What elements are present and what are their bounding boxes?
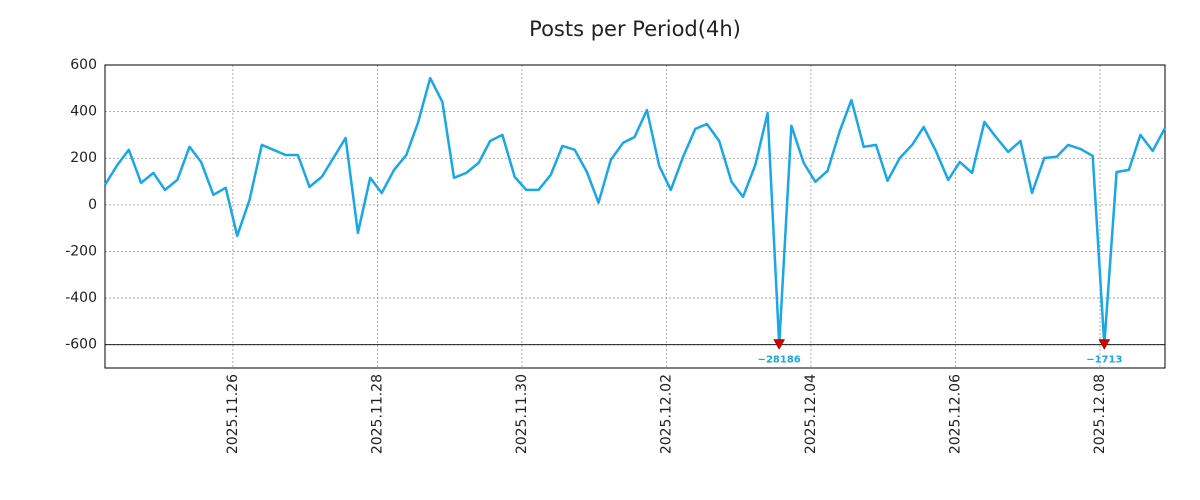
x-tick-label: 2025.11.28 xyxy=(369,374,385,454)
y-tick-label: -200 xyxy=(65,243,97,259)
chart-title: Posts per Period(4h) xyxy=(529,17,741,41)
x-tick-label: 2025.12.08 xyxy=(1092,374,1108,454)
x-tick-label: 2025.12.02 xyxy=(658,374,674,454)
clip-marker xyxy=(1098,339,1111,350)
x-tick-label: 2025.11.26 xyxy=(225,374,241,454)
x-tick-label: 2025.12.04 xyxy=(803,374,819,454)
y-tick-label: 600 xyxy=(70,57,97,73)
plot-frame xyxy=(104,64,1166,369)
y-tick-label: 400 xyxy=(70,104,97,120)
y-tick-label: -400 xyxy=(65,290,97,306)
x-tick-label: 2025.11.30 xyxy=(514,374,530,454)
y-tick-label: 0 xyxy=(88,197,97,213)
y-tick-label: 200 xyxy=(70,150,97,166)
data-label: −1713 xyxy=(1086,355,1122,366)
clip-marker xyxy=(773,339,786,350)
x-tick-label: 2025.12.06 xyxy=(947,374,963,454)
data-line xyxy=(103,76,1167,346)
data-label: −28186 xyxy=(758,355,801,366)
y-tick-label: -600 xyxy=(65,337,97,353)
